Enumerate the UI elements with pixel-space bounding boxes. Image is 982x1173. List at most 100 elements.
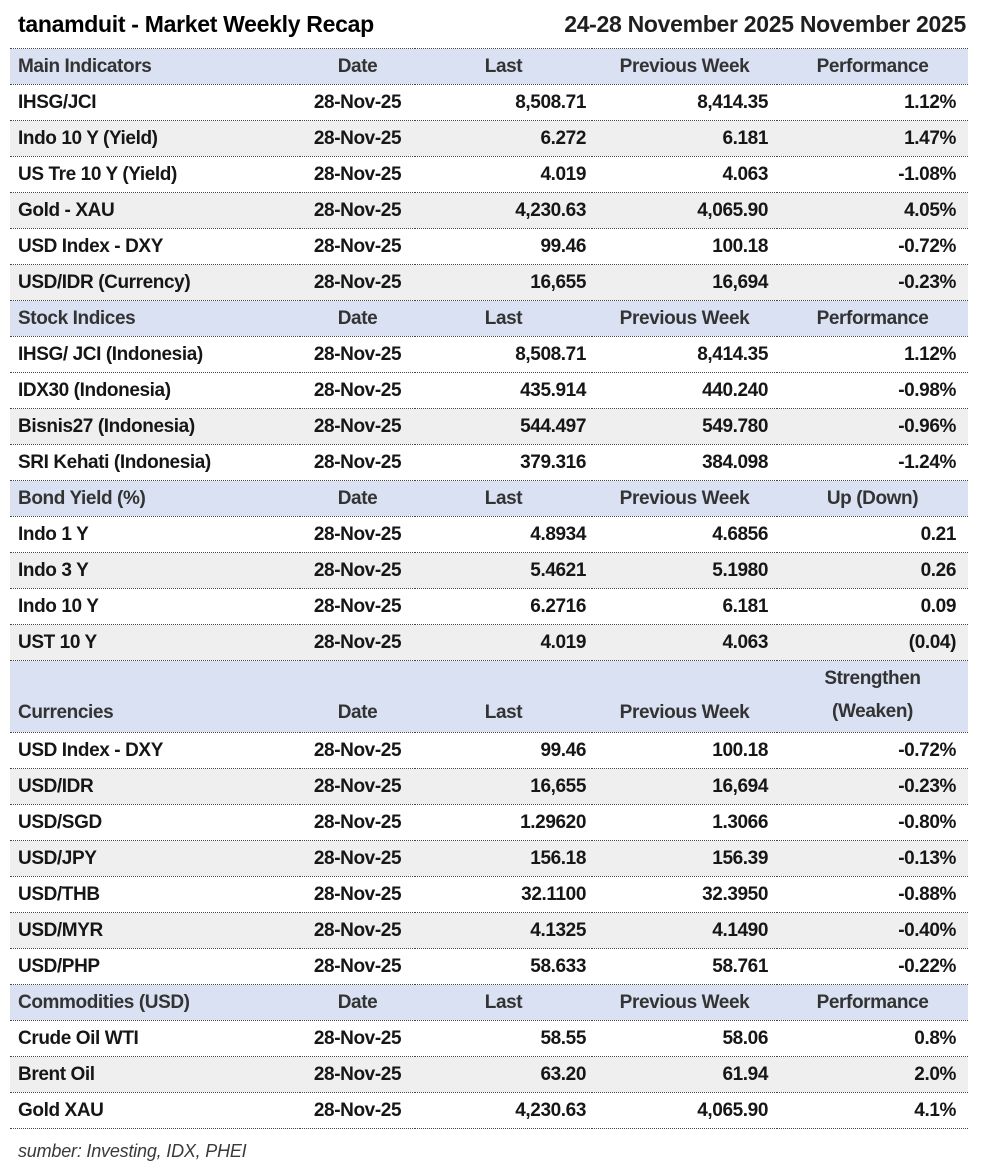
cell-performance: 0.26 [777, 552, 968, 589]
report-title: tanamduit - Market Weekly Recap [18, 10, 374, 37]
table-row: IHSG/ JCI (Indonesia) 28-Nov-25 8,508.71 8,… [10, 336, 968, 373]
section-header-main-indicators: Main Indicators Date Last Previous Week Perf… [10, 48, 968, 85]
cell-instrument: USD/IDR [10, 768, 300, 805]
cell-date: 28-Nov-25 [300, 516, 415, 553]
section-header-stock-indices: Stock Indices Date Last Previous Week Perfor… [10, 300, 968, 337]
cell-previous-week: 4.063 [592, 624, 777, 661]
table-row: USD Index - DXY 28-Nov-25 99.46 100.18 -0.72… [10, 732, 968, 769]
cell-instrument: USD/THB [10, 876, 300, 913]
cell-performance: -0.23% [777, 264, 968, 301]
cell-date: 28-Nov-25 [300, 552, 415, 589]
table-row: USD/JPY 28-Nov-25 156.18 156.39 -0.13% [10, 840, 968, 877]
table-row: Gold XAU 28-Nov-25 4,230.63 4,065.90 4.1% [10, 1092, 968, 1129]
cell-previous-week: 549.780 [592, 408, 777, 445]
report-period: 24-28 November 2025 November 2025 [564, 10, 966, 37]
cell-instrument: Indo 10 Y [10, 588, 300, 625]
cell-last: 58.633 [415, 948, 592, 985]
cell-performance: -0.22% [777, 948, 968, 985]
cell-previous-week: 16,694 [592, 264, 777, 301]
column-header-last: Last [415, 48, 592, 85]
cell-date: 28-Nov-25 [300, 228, 415, 265]
section-title: Currencies [10, 660, 300, 733]
cell-previous-week: 156.39 [592, 840, 777, 877]
cell-date: 28-Nov-25 [300, 372, 415, 409]
cell-last: 58.55 [415, 1020, 592, 1057]
cell-instrument: SRI Kehati (Indonesia) [10, 444, 300, 481]
market-table: Main Indicators Date Last Previous Week Perf… [10, 48, 968, 1129]
cell-performance: 1.12% [777, 336, 968, 373]
column-header-strengthen: Strengthen [824, 668, 921, 689]
table-row: Gold - XAU 28-Nov-25 4,230.63 4,065.90 4.05% [10, 192, 968, 229]
table-row: USD/IDR 28-Nov-25 16,655 16,694 -0.23% [10, 768, 968, 805]
cell-instrument: USD Index - DXY [10, 228, 300, 265]
column-header-performance: Performance [777, 984, 968, 1021]
cell-performance: 4.05% [777, 192, 968, 229]
cell-performance: -1.08% [777, 156, 968, 193]
cell-date: 28-Nov-25 [300, 156, 415, 193]
cell-date: 28-Nov-25 [300, 1020, 415, 1057]
cell-date: 28-Nov-25 [300, 444, 415, 481]
cell-performance: -0.40% [777, 912, 968, 949]
column-header-previous-week: Previous Week [592, 660, 777, 733]
cell-date: 28-Nov-25 [300, 624, 415, 661]
cell-instrument: USD/IDR (Currency) [10, 264, 300, 301]
column-header-performance: Strengthen (Weaken) [777, 660, 968, 733]
column-header-performance: Up (Down) [777, 480, 968, 517]
column-header-date: Date [300, 300, 415, 337]
cell-date: 28-Nov-25 [300, 804, 415, 841]
cell-instrument: USD/JPY [10, 840, 300, 877]
cell-last: 4.019 [415, 156, 592, 193]
column-header-last: Last [415, 300, 592, 337]
column-header-performance: Performance [777, 300, 968, 337]
cell-previous-week: 440.240 [592, 372, 777, 409]
cell-performance: -0.72% [777, 732, 968, 769]
cell-instrument: Brent Oil [10, 1056, 300, 1093]
cell-performance: -0.80% [777, 804, 968, 841]
cell-previous-week: 4.1490 [592, 912, 777, 949]
section-header-bond-yield: Bond Yield (%) Date Last Previous Week Up (D… [10, 480, 968, 517]
table-row: SRI Kehati (Indonesia) 28-Nov-25 379.316 38… [10, 444, 968, 481]
source-note: sumber: Investing, IDX, PHEI [18, 1140, 247, 1161]
cell-instrument: US Tre 10 Y (Yield) [10, 156, 300, 193]
cell-date: 28-Nov-25 [300, 336, 415, 373]
column-header-previous-week: Previous Week [592, 984, 777, 1021]
cell-previous-week: 8,414.35 [592, 84, 777, 121]
cell-instrument: Indo 3 Y [10, 552, 300, 589]
cell-performance: 0.09 [777, 588, 968, 625]
section-title: Main Indicators [10, 48, 300, 85]
cell-previous-week: 4.6856 [592, 516, 777, 553]
cell-previous-week: 100.18 [592, 732, 777, 769]
cell-instrument: USD/MYR [10, 912, 300, 949]
footer-row: sumber: Investing, IDX, PHEI [10, 1129, 968, 1173]
cell-last: 156.18 [415, 840, 592, 877]
table-row: Bisnis27 (Indonesia) 28-Nov-25 544.497 549.… [10, 408, 968, 445]
cell-last: 99.46 [415, 228, 592, 265]
cell-date: 28-Nov-25 [300, 588, 415, 625]
cell-last: 4.019 [415, 624, 592, 661]
cell-last: 8,508.71 [415, 336, 592, 373]
cell-performance: -0.88% [777, 876, 968, 913]
section-title: Stock Indices [10, 300, 300, 337]
cell-date: 28-Nov-25 [300, 840, 415, 877]
cell-performance: 1.47% [777, 120, 968, 157]
cell-date: 28-Nov-25 [300, 408, 415, 445]
cell-last: 544.497 [415, 408, 592, 445]
column-header-weaken: (Weaken) [832, 701, 913, 722]
table-row: IHSG/JCI 28-Nov-25 8,508.71 8,414.35 1.12% [10, 84, 968, 121]
cell-instrument: IDX30 (Indonesia) [10, 372, 300, 409]
cell-last: 6.272 [415, 120, 592, 157]
cell-last: 4,230.63 [415, 1092, 592, 1129]
cell-date: 28-Nov-25 [300, 732, 415, 769]
cell-last: 4,230.63 [415, 192, 592, 229]
table-row: USD/IDR (Currency) 28-Nov-25 16,655 16,694-… [10, 264, 968, 301]
table-row: Indo 3 Y 28-Nov-25 5.4621 5.1980 0.26 [10, 552, 968, 589]
table-row: Indo 10 Y 28-Nov-25 6.2716 6.181 0.09 [10, 588, 968, 625]
cell-performance: 0.21 [777, 516, 968, 553]
column-header-date: Date [300, 984, 415, 1021]
cell-performance: 1.12% [777, 84, 968, 121]
cell-previous-week: 384.098 [592, 444, 777, 481]
cell-performance: -1.24% [777, 444, 968, 481]
table-row: USD/PHP 28-Nov-25 58.633 58.761 -0.22% [10, 948, 968, 985]
cell-instrument: USD/PHP [10, 948, 300, 985]
cell-instrument: USD Index - DXY [10, 732, 300, 769]
